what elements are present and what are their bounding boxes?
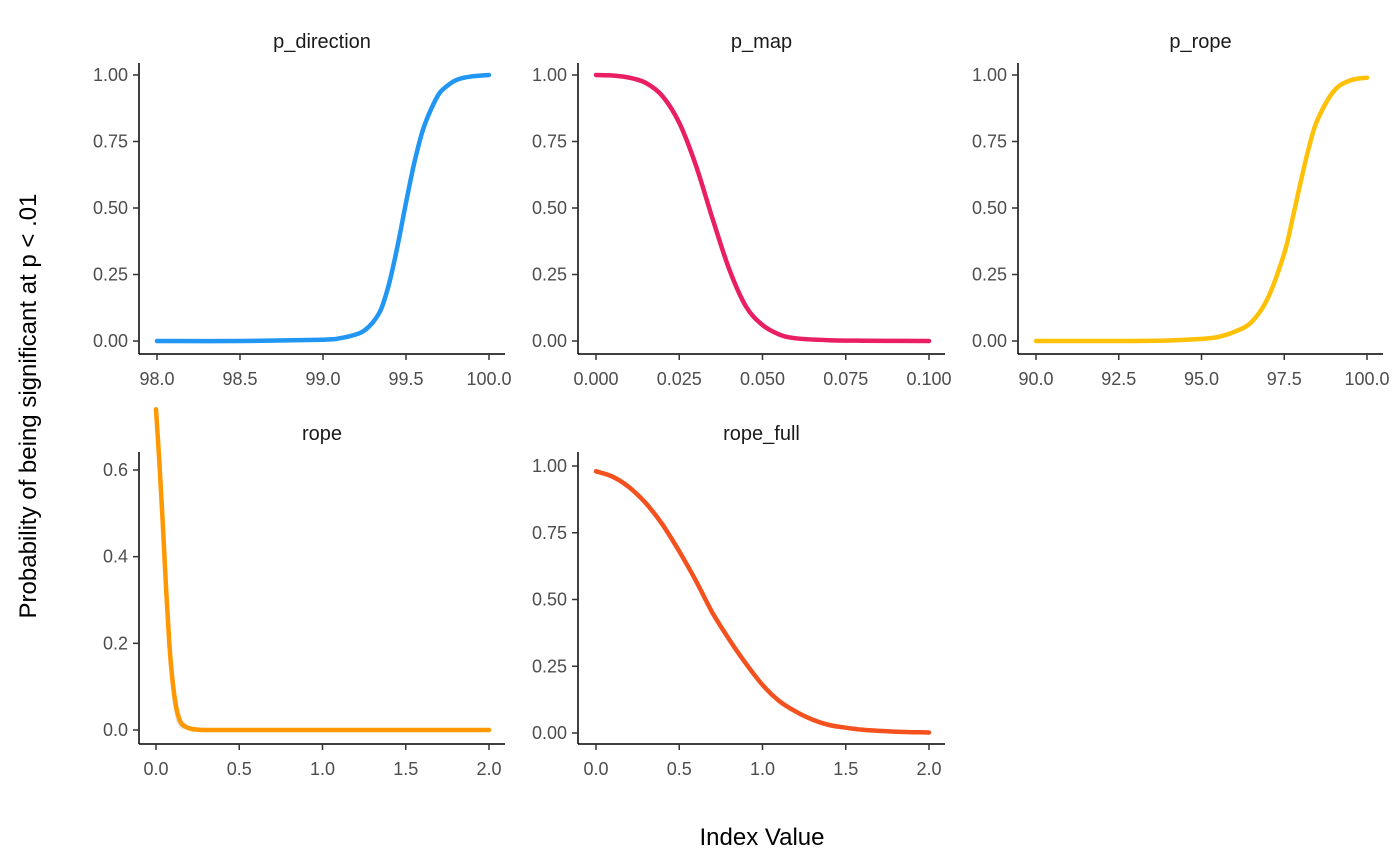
x-tick-label: 0.100	[906, 369, 951, 389]
x-tick-label: 1.5	[393, 759, 418, 779]
series-line	[593, 469, 932, 735]
y-tick-label: 1.00	[93, 65, 128, 85]
x-tick-label: 1.0	[750, 759, 775, 779]
x-tick-label: 98.0	[139, 369, 174, 389]
y-axis-title: Probability of being significant at p < …	[15, 194, 42, 619]
x-tick-label: 99.5	[388, 369, 423, 389]
x-tick-label: 90.0	[1018, 369, 1053, 389]
panel-title: rope_full	[723, 423, 800, 445]
y-tick-label: 0.75	[93, 132, 128, 152]
y-tick-label: 0.6	[103, 460, 128, 480]
x-tick-label: 95.0	[1184, 369, 1219, 389]
series-line	[154, 72, 492, 344]
y-tick-label: 0.50	[93, 198, 128, 218]
panel-rope: rope 0.0 0.2 0.4 0.6 0.0 0.5 1.0 1.5 2.0	[103, 407, 505, 779]
series-line	[593, 72, 932, 344]
y-tick-label: 0.25	[93, 265, 128, 285]
panel-p-rope: p_rope 0.00 0.25 0.50 0.75 1.00 90.0 92.5 95.0 97…	[972, 31, 1390, 389]
y-tick-label: 0.50	[972, 198, 1007, 218]
y-tick-label: 0.25	[532, 656, 567, 676]
y-tick-label: 0.00	[93, 331, 128, 351]
x-tick-label: 98.5	[222, 369, 257, 389]
y-tick-label: 1.00	[972, 65, 1007, 85]
y-tick-label: 1.00	[532, 65, 567, 85]
x-tick-label: 100.0	[1344, 369, 1389, 389]
y-tick-label: 0.00	[532, 723, 567, 743]
panel-p-map: p_map 0.00 0.25 0.50 0.75 1.00 0.000 0.025 0.050…	[532, 31, 952, 389]
panel-title: p_direction	[273, 31, 371, 53]
x-tick-label: 0.5	[667, 759, 692, 779]
x-tick-label: 99.0	[305, 369, 340, 389]
confidence-ribbon	[156, 409, 489, 730]
panel-p-direction: p_direction 0.00 0.25 0.50 0.75 1.00 98.0 98.5 9…	[93, 31, 512, 389]
panel-rope-full: rope_full 0.00 0.25 0.50 0.75 1.00 0.0 0.5 1.0 1.…	[532, 423, 945, 779]
series-line	[1033, 75, 1370, 344]
x-tick-label: 0.075	[823, 369, 868, 389]
y-tick-label: 0.75	[972, 132, 1007, 152]
y-tick-label: 1.00	[532, 456, 567, 476]
y-tick-label: 0.75	[532, 132, 567, 152]
x-tick-label: 92.5	[1101, 369, 1136, 389]
panel-title: p_rope	[1169, 31, 1231, 53]
x-tick-label: 0.5	[227, 759, 252, 779]
panel-title: p_map	[731, 31, 792, 53]
y-tick-label: 0.2	[103, 633, 128, 653]
x-tick-label: 97.5	[1267, 369, 1302, 389]
y-tick-label: 0.75	[532, 523, 567, 543]
x-tick-label: 0.0	[583, 759, 608, 779]
x-tick-label: 0.025	[657, 369, 702, 389]
x-tick-label: 2.0	[916, 759, 941, 779]
x-tick-label: 100.0	[466, 369, 511, 389]
x-tick-label: 1.0	[310, 759, 335, 779]
x-tick-label: 0.0	[143, 759, 168, 779]
x-tick-label: 1.5	[833, 759, 858, 779]
x-tick-label: 2.0	[476, 759, 501, 779]
x-tick-label: 0.050	[740, 369, 785, 389]
y-tick-label: 0.50	[532, 590, 567, 610]
series-line	[153, 407, 492, 733]
y-tick-label: 0.25	[532, 265, 567, 285]
facet-panels: p_direction 0.00 0.25 0.50 0.75 1.00 98.0 98.5 9…	[93, 31, 1390, 779]
x-axis-title: Index Value	[700, 824, 825, 851]
y-tick-label: 0.25	[972, 265, 1007, 285]
x-tick-label: 0.000	[573, 369, 618, 389]
panel-title: rope	[302, 423, 342, 445]
y-tick-label: 0.00	[972, 331, 1007, 351]
y-tick-label: 0.00	[532, 331, 567, 351]
y-tick-label: 0.0	[103, 720, 128, 740]
y-tick-label: 0.4	[103, 547, 128, 567]
y-tick-label: 0.50	[532, 198, 567, 218]
